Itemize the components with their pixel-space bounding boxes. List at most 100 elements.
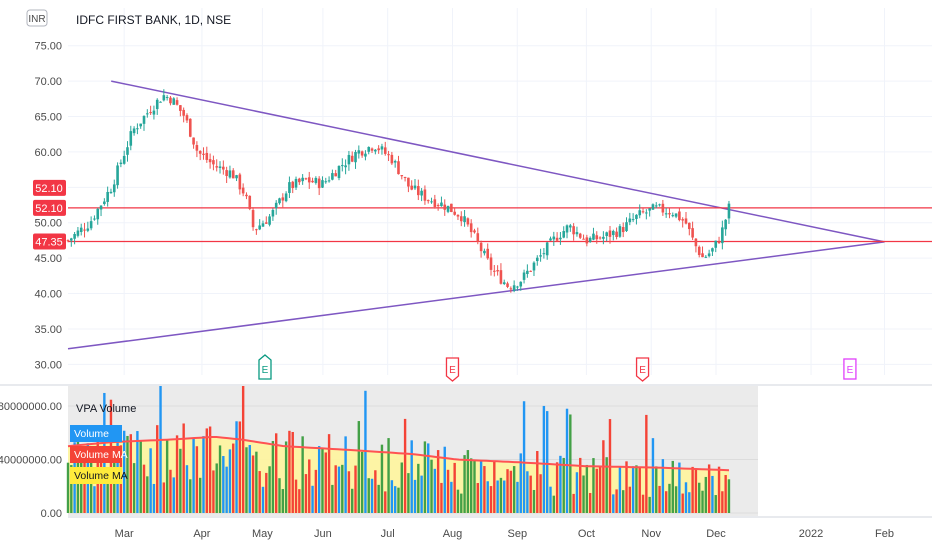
candle[interactable] bbox=[641, 208, 645, 214]
volume-bar[interactable] bbox=[410, 440, 413, 513]
candle[interactable] bbox=[496, 265, 499, 276]
candle[interactable] bbox=[440, 196, 443, 207]
candle[interactable] bbox=[499, 263, 503, 285]
volume-bar[interactable] bbox=[265, 472, 268, 513]
candle[interactable] bbox=[486, 243, 490, 260]
candle[interactable] bbox=[390, 151, 394, 165]
trendline[interactable] bbox=[67, 241, 885, 350]
volume-bar[interactable] bbox=[463, 455, 466, 513]
volume-bar[interactable] bbox=[357, 421, 361, 513]
volume-bar[interactable] bbox=[136, 431, 139, 513]
volume-bar[interactable] bbox=[374, 470, 377, 513]
volume-bar[interactable] bbox=[582, 475, 585, 513]
candle[interactable] bbox=[658, 203, 661, 207]
candle[interactable] bbox=[615, 227, 618, 240]
candle[interactable] bbox=[192, 137, 195, 149]
candle[interactable] bbox=[674, 213, 678, 219]
volume-bar[interactable] bbox=[681, 493, 684, 513]
volume-bar[interactable] bbox=[169, 469, 172, 513]
candle[interactable] bbox=[103, 198, 106, 206]
volume-bar[interactable] bbox=[80, 462, 83, 513]
candle[interactable] bbox=[625, 217, 628, 233]
volume-bar[interactable] bbox=[195, 446, 199, 513]
candle[interactable] bbox=[559, 232, 562, 245]
candle[interactable] bbox=[393, 159, 397, 168]
candle[interactable] bbox=[489, 253, 493, 276]
volume-bar[interactable] bbox=[651, 438, 655, 513]
volume-bar[interactable] bbox=[456, 489, 460, 513]
volume-legend-item[interactable]: Volume MA bbox=[70, 467, 128, 484]
volume-bar[interactable] bbox=[294, 479, 298, 513]
volume-bar[interactable] bbox=[301, 436, 304, 513]
candle[interactable] bbox=[364, 150, 367, 161]
candle[interactable] bbox=[66, 239, 70, 243]
volume-bar[interactable] bbox=[532, 489, 536, 513]
volume-bar[interactable] bbox=[579, 457, 582, 513]
candle[interactable] bbox=[182, 107, 185, 123]
candle[interactable] bbox=[664, 207, 668, 218]
candle[interactable] bbox=[149, 105, 152, 115]
candle[interactable] bbox=[463, 209, 466, 227]
candle[interactable] bbox=[694, 238, 698, 253]
volume-bar[interactable] bbox=[552, 495, 556, 513]
candle[interactable] bbox=[215, 159, 219, 172]
volume-bar[interactable] bbox=[198, 477, 202, 513]
candle[interactable] bbox=[159, 101, 162, 103]
candle[interactable] bbox=[707, 249, 711, 258]
volume-bar[interactable] bbox=[314, 469, 318, 513]
volume-bar[interactable] bbox=[397, 487, 400, 513]
volume-bar[interactable] bbox=[175, 435, 179, 513]
volume-bar[interactable] bbox=[258, 471, 261, 513]
candle[interactable] bbox=[175, 97, 179, 106]
candle[interactable] bbox=[605, 231, 608, 242]
candle[interactable] bbox=[668, 208, 671, 219]
volume-bar[interactable] bbox=[159, 386, 162, 513]
candle[interactable] bbox=[516, 285, 519, 291]
volume-bar[interactable] bbox=[648, 496, 651, 513]
volume-bar[interactable] bbox=[489, 486, 493, 513]
candle[interactable] bbox=[654, 202, 658, 209]
candle[interactable] bbox=[512, 280, 516, 293]
candle[interactable] bbox=[711, 247, 714, 257]
volume-bar[interactable] bbox=[83, 455, 86, 513]
volume-bar[interactable] bbox=[70, 465, 73, 513]
candle[interactable] bbox=[70, 237, 73, 247]
candle[interactable] bbox=[595, 231, 599, 244]
candle[interactable] bbox=[331, 169, 334, 181]
volume-bar[interactable] bbox=[592, 458, 595, 513]
volume-bar[interactable] bbox=[377, 484, 380, 513]
candle[interactable] bbox=[697, 245, 701, 258]
candle[interactable] bbox=[271, 208, 275, 221]
candle[interactable] bbox=[238, 172, 242, 195]
candle[interactable] bbox=[562, 226, 566, 239]
candle[interactable] bbox=[337, 165, 341, 181]
volume-bar[interactable] bbox=[66, 462, 70, 513]
candle[interactable] bbox=[618, 224, 622, 238]
candle[interactable] bbox=[678, 208, 681, 222]
candle[interactable] bbox=[231, 168, 235, 179]
candle[interactable] bbox=[367, 146, 371, 155]
candle[interactable] bbox=[288, 176, 291, 198]
volume-bar[interactable] bbox=[341, 464, 344, 513]
candle[interactable] bbox=[578, 232, 582, 240]
volume-bar[interactable] bbox=[565, 408, 569, 513]
candle[interactable] bbox=[648, 208, 651, 217]
volume-bar[interactable] bbox=[443, 446, 446, 513]
candle[interactable] bbox=[324, 177, 328, 184]
currency-badge[interactable] bbox=[26, 9, 48, 27]
volume-bar[interactable] bbox=[232, 443, 235, 513]
volume-bar[interactable] bbox=[238, 421, 242, 513]
volume-bar[interactable] bbox=[142, 464, 146, 513]
candle[interactable] bbox=[724, 219, 727, 236]
volume-bar[interactable] bbox=[493, 461, 496, 513]
volume-bar[interactable] bbox=[384, 491, 387, 513]
candle[interactable] bbox=[291, 180, 295, 194]
candle[interactable] bbox=[248, 195, 252, 211]
volume-bar[interactable] bbox=[562, 457, 565, 513]
candle[interactable] bbox=[651, 203, 655, 210]
candle[interactable] bbox=[188, 118, 192, 138]
volume-bar[interactable] bbox=[390, 480, 394, 513]
volume-bar[interactable] bbox=[595, 468, 598, 513]
candle[interactable] bbox=[545, 241, 549, 260]
volume-bar[interactable] bbox=[189, 479, 192, 513]
